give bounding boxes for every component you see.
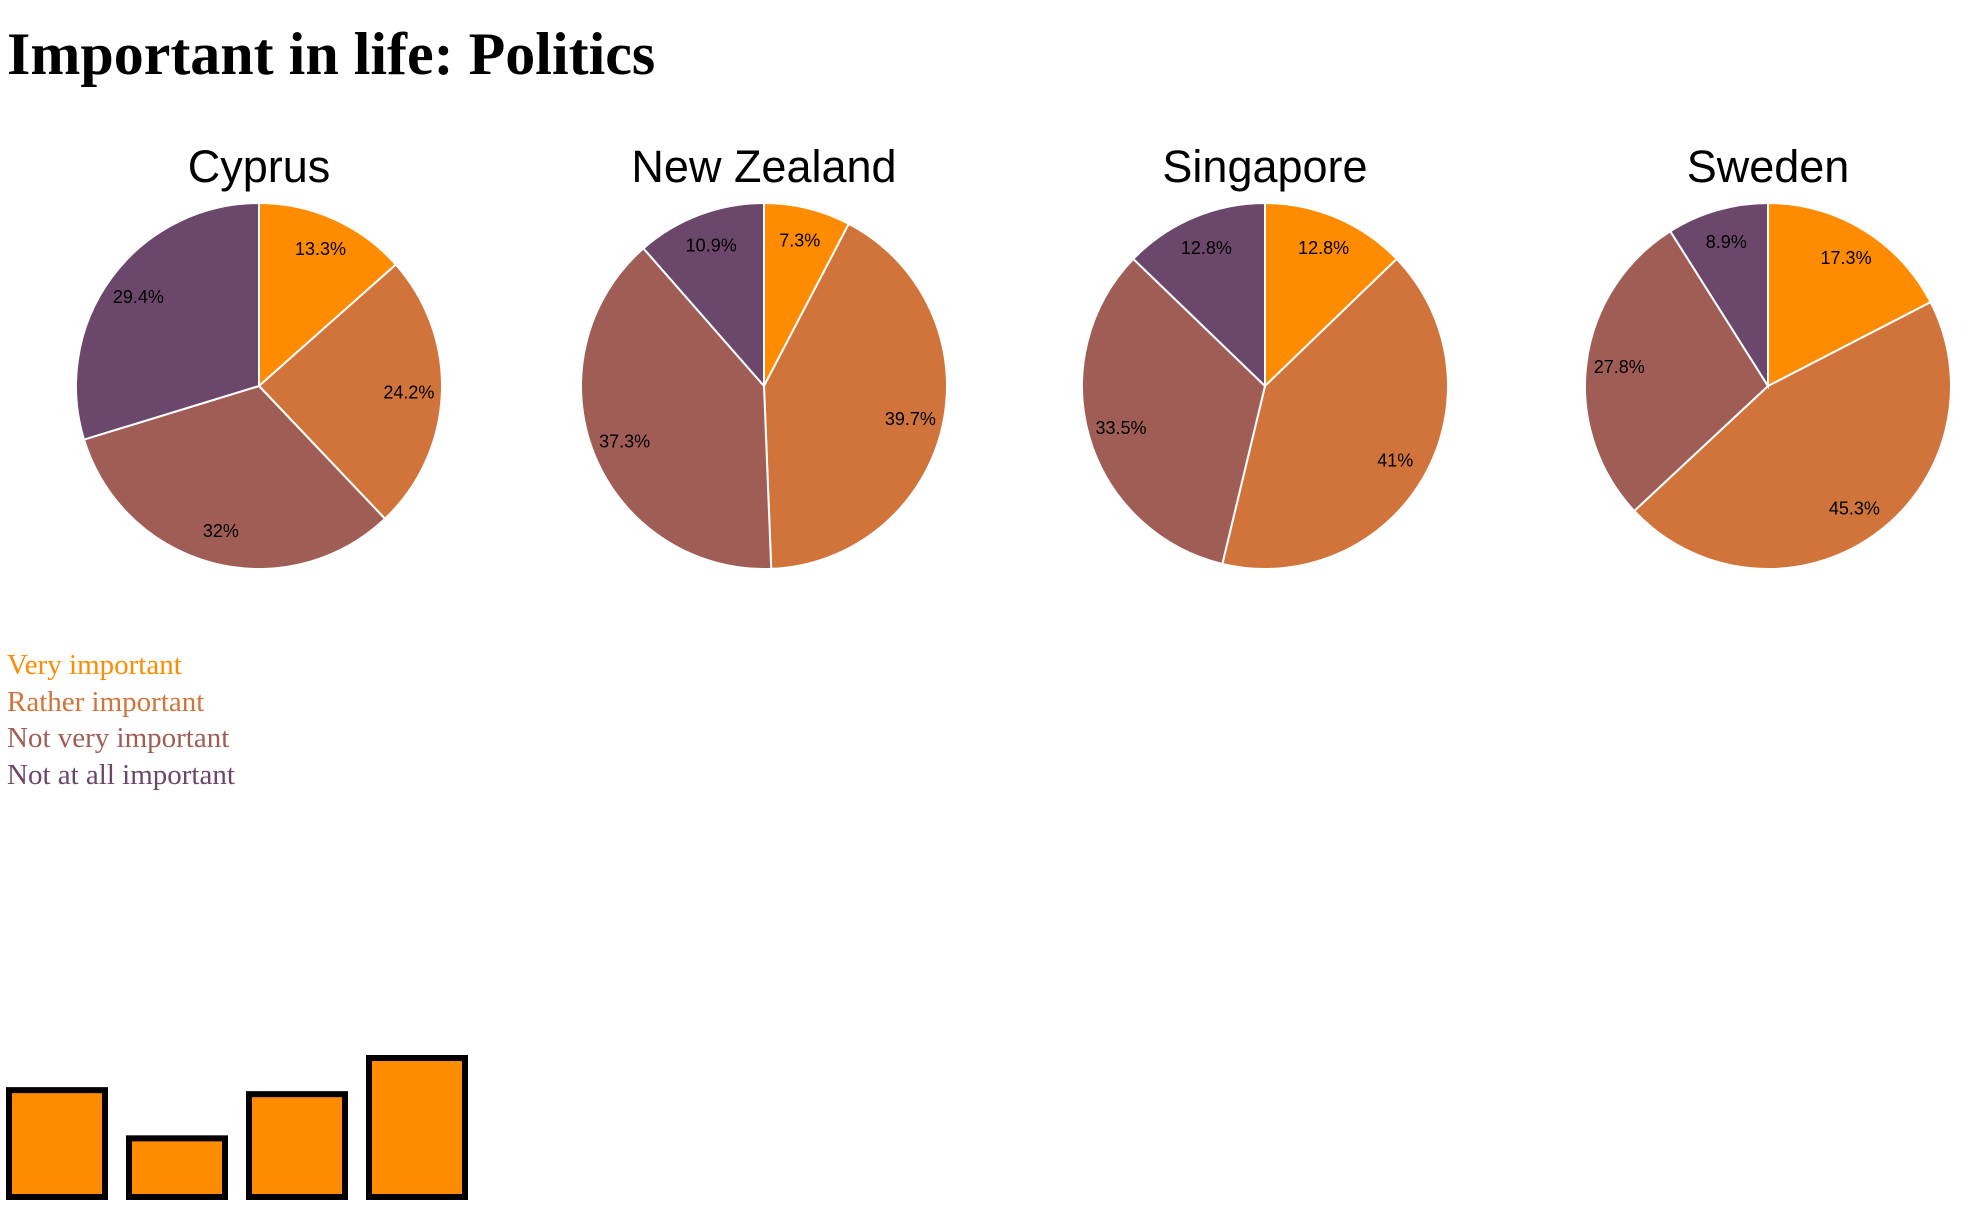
pie-slice-sweden-not-at-all-important	[1668, 201, 1769, 390]
pie-title-new-zealand: New Zealand	[631, 141, 896, 192]
pie-label-new-zealand-not-at-all-important: 10.9%	[686, 236, 737, 256]
pie-slice-sweden-very-important	[1767, 201, 1932, 388]
pie-slice-cyprus-rather-important	[257, 263, 443, 521]
pie-label-new-zealand-rather-important: 39.7%	[885, 409, 936, 429]
pie-title-singapore: Singapore	[1162, 141, 1367, 192]
pie-slice-singapore-very-important	[1264, 201, 1399, 389]
bar-2	[246, 1091, 348, 1201]
page-title: Important in life: Politics	[7, 21, 656, 87]
legend: Very important Rather important Not very…	[7, 647, 235, 793]
pie-label-singapore-not-very-important: 33.5%	[1095, 418, 1146, 438]
bar-3	[366, 1055, 468, 1200]
legend-item-not-very-important: Not very important	[7, 722, 230, 754]
pie-slice-new-zealand-rather-important	[762, 222, 949, 570]
pie-title-sweden: Sweden	[1687, 141, 1850, 192]
pie-slice-new-zealand-not-very-important	[580, 246, 773, 570]
pie-label-sweden-not-at-all-important: 8.9%	[1706, 232, 1747, 252]
pie-slice-singapore-not-very-important	[1081, 257, 1267, 566]
pie-label-cyprus-not-very-important: 32%	[203, 521, 239, 541]
pie-label-singapore-not-at-all-important: 12.8%	[1181, 238, 1232, 258]
pie-cyprus: Cyprus 13.3% 24.2% 32% 29.4%	[74, 141, 443, 570]
pie-slice-cyprus-not-very-important	[82, 384, 387, 570]
pie-slice-cyprus-not-at-all-important	[74, 201, 260, 441]
pie-sweden: Sweden 17.3% 45.3% 27.8% 8.9%	[1584, 141, 1952, 570]
pie-label-singapore-very-important: 12.8%	[1298, 238, 1349, 258]
pie-label-new-zealand-very-important: 7.3%	[779, 230, 820, 250]
pie-label-singapore-rather-important: 41%	[1377, 450, 1413, 470]
pie-label-sweden-very-important: 17.3%	[1821, 248, 1872, 268]
pie-slice-cyprus-very-important	[258, 201, 398, 389]
pie-title-cyprus: Cyprus	[188, 141, 331, 192]
pie-label-sweden-rather-important: 45.3%	[1829, 499, 1880, 519]
pie-slice-singapore-rather-important	[1221, 257, 1449, 570]
legend-item-rather-important: Rather important	[7, 685, 205, 718]
bar-0	[6, 1087, 108, 1201]
pie-label-sweden-not-very-important: 27.8%	[1594, 357, 1645, 377]
pie-slice-singapore-not-at-all-important	[1131, 201, 1266, 389]
legend-item-very-important: Very important	[7, 649, 182, 681]
pie-singapore: Singapore 12.8% 41% 33.5% 12.8%	[1081, 141, 1449, 570]
pie-new-zealand: New Zealand 7.3% 39.7% 37.3% 10.9%	[580, 141, 949, 570]
pie-slice-new-zealand-not-at-all-important	[642, 201, 765, 389]
pie-charts: Cyprus 13.3% 24.2% 32% 29.4% New Zealand 7.3% 3…	[74, 141, 1952, 570]
legend-item-not-at-all-important: Not at all important	[7, 758, 235, 791]
bar-chart	[6, 1055, 468, 1201]
pie-label-cyprus-rather-important: 24.2%	[383, 382, 434, 402]
pie-label-new-zealand-not-very-important: 37.3%	[599, 432, 650, 452]
pie-label-cyprus-not-at-all-important: 29.4%	[113, 287, 164, 307]
pie-label-cyprus-very-important: 13.3%	[295, 239, 346, 259]
pie-slice-sweden-rather-important	[1632, 300, 1952, 570]
pie-slice-sweden-not-very-important	[1584, 229, 1770, 513]
bar-1	[126, 1135, 228, 1200]
